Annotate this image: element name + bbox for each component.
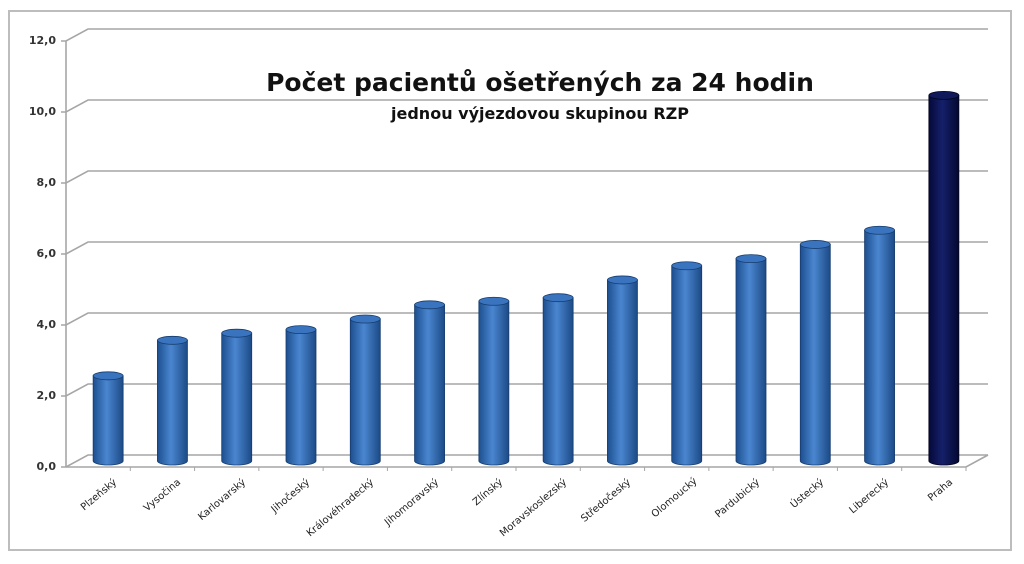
bar bbox=[928, 90, 960, 466]
y-tick-label: 8,0 bbox=[36, 176, 57, 189]
y-tick-label: 0,0 bbox=[36, 460, 57, 473]
bar bbox=[157, 335, 188, 466]
bar bbox=[735, 254, 767, 466]
chart-subtitle: jednou výjezdovou skupinou RZP bbox=[391, 104, 689, 123]
y-tick-label: 2,0 bbox=[36, 389, 57, 402]
bar bbox=[864, 225, 895, 466]
bar bbox=[799, 240, 831, 466]
y-tick-label: 12,0 bbox=[28, 34, 56, 47]
bar bbox=[478, 296, 510, 466]
bar bbox=[349, 314, 381, 466]
bar bbox=[221, 328, 253, 466]
y-tick-label: 6,0 bbox=[36, 247, 57, 260]
y-tick-label: 4,0 bbox=[36, 318, 57, 331]
bar bbox=[92, 371, 124, 466]
bar bbox=[607, 275, 638, 466]
y-tick-label: 10,0 bbox=[28, 105, 56, 118]
bar bbox=[414, 300, 445, 466]
bar bbox=[542, 293, 574, 466]
chart-title: Počet pacientů ošetřených za 24 hodin bbox=[266, 68, 814, 97]
bar bbox=[285, 325, 317, 466]
bar bbox=[671, 261, 703, 466]
